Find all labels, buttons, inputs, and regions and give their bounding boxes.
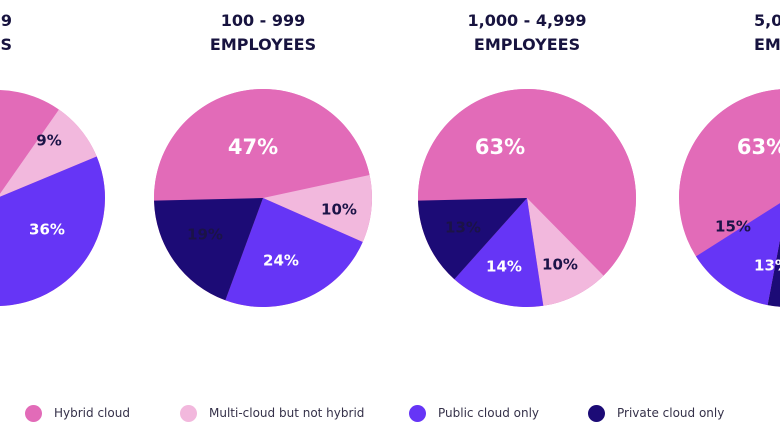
pie-slice-private bbox=[154, 198, 263, 301]
chart-title-line: EMPL bbox=[754, 35, 780, 54]
pie-chart-2: 47% 10% 24% 19% 100 - 999 EMPLOYEES bbox=[154, 11, 373, 307]
pie-slice-hybrid bbox=[154, 89, 370, 201]
chart-title-line: 99 bbox=[0, 11, 12, 30]
legend-swatch-multi bbox=[180, 404, 197, 422]
legend-label: Public cloud only bbox=[438, 406, 540, 420]
pie-slice-public bbox=[0, 156, 105, 306]
pie-slice-multi bbox=[263, 174, 373, 242]
legend-swatch-private bbox=[588, 404, 605, 422]
data-label: 47% bbox=[228, 135, 278, 159]
legend-label: Private cloud only bbox=[617, 406, 725, 420]
chart-title-line: OYEES bbox=[0, 35, 12, 54]
data-label: 13% bbox=[445, 219, 481, 237]
pie-slice-multi bbox=[0, 109, 97, 197]
chart-title-line: 1,000 - 4,999 bbox=[468, 11, 587, 30]
pie-slice-hybrid bbox=[418, 88, 636, 276]
legend: Hybrid cloud Multi-cloud but not hybrid … bbox=[0, 400, 780, 426]
chart-title-line: 5,0 bbox=[754, 11, 780, 30]
data-label: 10% bbox=[321, 201, 357, 219]
pie-slice-public bbox=[454, 198, 544, 307]
legend-swatch-public bbox=[409, 404, 426, 422]
pie-slice-public bbox=[695, 203, 780, 306]
legend-label: Multi-cloud but not hybrid bbox=[209, 406, 365, 420]
data-label: 9% bbox=[36, 132, 61, 150]
pie-chart-1: 9% 36% 99 OYEES bbox=[0, 11, 105, 306]
data-label: 13% bbox=[754, 257, 780, 275]
pie-slice-public bbox=[225, 198, 363, 307]
data-label: 14% bbox=[486, 258, 522, 276]
pie-chart-3: 63% 10% 14% 13% 1,000 - 4,999 EMPLOYEES bbox=[418, 11, 636, 307]
legend-item-private-cloud: Private cloud only bbox=[588, 400, 724, 426]
legend-item-hybrid-cloud: Hybrid cloud bbox=[25, 400, 130, 426]
data-label: 63% bbox=[475, 135, 525, 159]
pie-slice-private bbox=[418, 198, 527, 280]
pie-slice-hybrid bbox=[679, 89, 780, 198]
chart-title-line: EMPLOYEES bbox=[474, 35, 580, 54]
chart-title-line: 100 - 999 bbox=[221, 11, 306, 30]
legend-item-public-cloud: Public cloud only bbox=[409, 400, 539, 426]
data-label: 24% bbox=[263, 252, 299, 270]
legend-item-multi-cloud: Multi-cloud but not hybrid bbox=[180, 400, 364, 426]
pie-chart-4: 63% 15% 13% 5,0 EMPL bbox=[679, 11, 780, 307]
legend-label: Hybrid cloud bbox=[54, 406, 130, 420]
chart-title-line: EMPLOYEES bbox=[210, 35, 316, 54]
pie-slice-multi bbox=[527, 198, 604, 306]
data-label: 63% bbox=[737, 135, 780, 159]
data-label: 19% bbox=[187, 226, 223, 244]
data-label: 15% bbox=[715, 218, 751, 236]
legend-swatch-hybrid bbox=[25, 404, 42, 422]
data-label: 36% bbox=[29, 221, 65, 239]
pie-slice-private bbox=[767, 239, 780, 307]
data-label: 10% bbox=[542, 256, 578, 274]
